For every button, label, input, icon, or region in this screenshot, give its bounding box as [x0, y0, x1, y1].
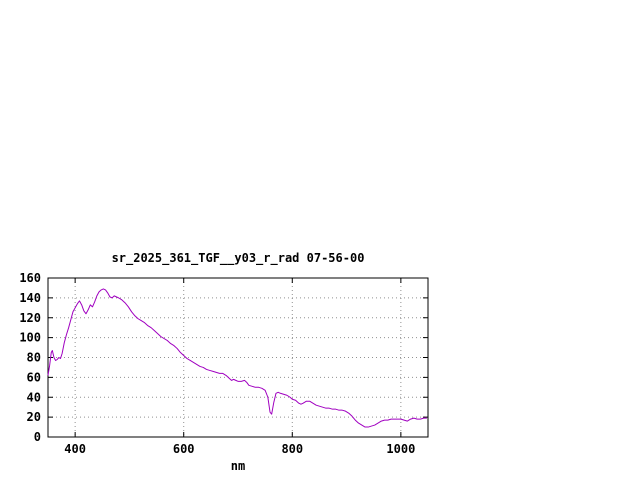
y-tick-label: 80 [27, 351, 41, 365]
y-tick-label: 120 [19, 311, 41, 325]
y-tick-label: 100 [19, 331, 41, 345]
chart-title: sr_2025_361_TGF__y03_r_rad 07-56-00 [111, 251, 365, 265]
y-tick-label: 20 [27, 410, 41, 424]
y-tick-label: 0 [34, 430, 41, 444]
y-tick-label: 60 [27, 370, 41, 384]
series-line [47, 288, 427, 428]
x-tick-label: 600 [173, 442, 195, 456]
y-tick-label: 40 [27, 390, 41, 404]
x-axis-label: nm [230, 459, 246, 473]
x-tick-label: 400 [64, 442, 86, 456]
y-tick-label: 140 [19, 291, 41, 305]
y-tick-label: 160 [19, 271, 41, 285]
x-tick-label: 1000 [386, 442, 415, 456]
x-tick-label: 800 [281, 442, 303, 456]
